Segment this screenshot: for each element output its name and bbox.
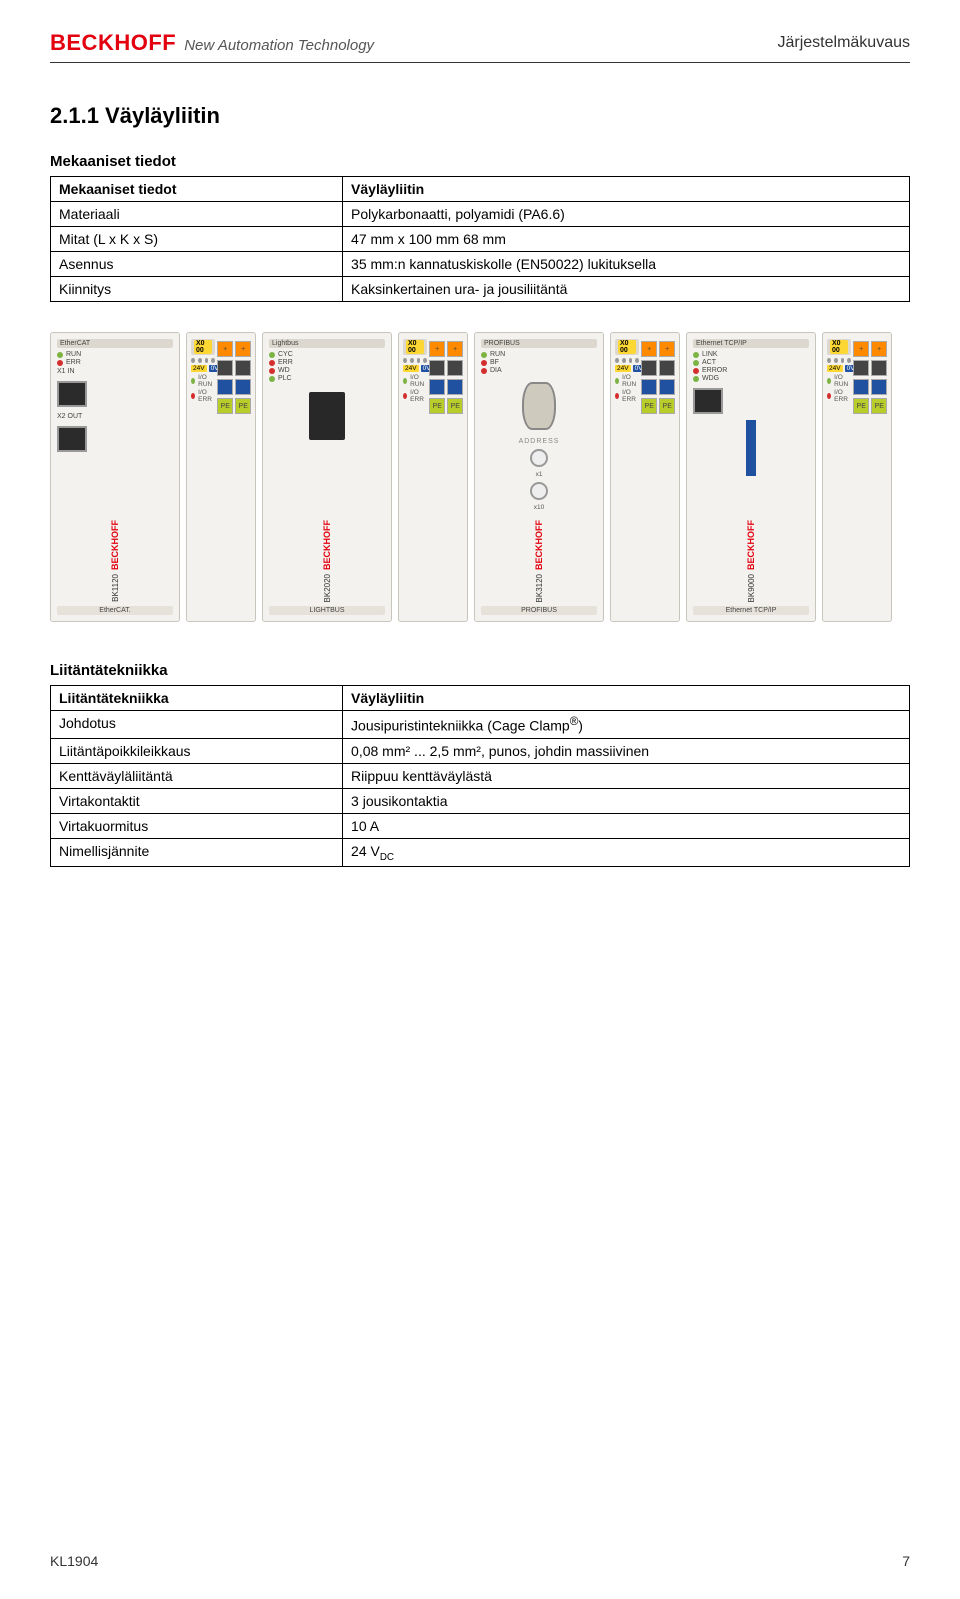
cell: 10 A <box>343 813 910 838</box>
fiber-port-icon <box>309 392 345 440</box>
bus-coupler: Lightbus CYCERRWDPLC BECKHOFF BK2020 LIG… <box>262 332 392 622</box>
table-row: MateriaaliPolykarbonaatti, polyamidi (PA… <box>51 202 910 227</box>
cell: Mitat (L x K x S) <box>51 227 343 252</box>
logo-text: BECKHOFF <box>50 30 176 56</box>
page-footer: KL1904 7 <box>50 1553 910 1569</box>
cell: Jousipuristintekniikka (Cage Clamp®) <box>343 711 910 739</box>
terminal-slice: X0 00 24V0V I/O RUNI/O ERR ++ −− PEPE <box>610 332 680 622</box>
connection-table: Liitäntätekniikka Väyläyliitin JohdotusJ… <box>50 685 910 867</box>
table1-head-left: Mekaaniset tiedot <box>51 177 343 202</box>
dsub-port-icon <box>522 382 556 430</box>
terminal-slice: X0 00 24V0V I/O RUNI/O ERR ++ −− PEPE <box>398 332 468 622</box>
cell: Kenttäväyläliitäntä <box>51 763 343 788</box>
header-chapter: Järjestelmäkuvaus <box>778 34 911 52</box>
table2-head-right: Väyläyliitin <box>343 686 910 711</box>
cell: Polykarbonaatti, polyamidi (PA6.6) <box>343 202 910 227</box>
cell: Materiaali <box>51 202 343 227</box>
cell: Liitäntäpoikkileikkaus <box>51 738 343 763</box>
cell: Johdotus <box>51 711 343 739</box>
cell: Virtakuormitus <box>51 813 343 838</box>
table-row: Virtakontaktit3 jousikontaktia <box>51 788 910 813</box>
table-row: KenttäväyläliitäntäRiippuu kenttäväyläst… <box>51 763 910 788</box>
table2-head-left: Liitäntätekniikka <box>51 686 343 711</box>
bus-coupler: Ethernet TCP/IP LINKACTERRORWDG BECKHOFF… <box>686 332 816 622</box>
table-row: Nimellisjännite24 VDC <box>51 838 910 867</box>
rotary-switch-icon <box>530 482 548 500</box>
table-row: JohdotusJousipuristintekniikka (Cage Cla… <box>51 711 910 739</box>
logo-tagline: New Automation Technology <box>184 37 374 54</box>
table-row: Virtakuormitus10 A <box>51 813 910 838</box>
rj45-port-icon <box>693 388 723 414</box>
cell: Nimellisjännite <box>51 838 343 867</box>
cell: 24 VDC <box>343 838 910 867</box>
page-header: BECKHOFF New Automation Technology Järje… <box>50 30 910 63</box>
table1-head-right: Väyläyliitin <box>343 177 910 202</box>
table-row: Asennus35 mm:n kannatuskiskolle (EN50022… <box>51 252 910 277</box>
cell: Virtakontaktit <box>51 788 343 813</box>
logo-block: BECKHOFF New Automation Technology <box>50 30 374 56</box>
modules-illustration: EtherCAT RUNERR X1 INX2 OUT BECKHOFF BK1… <box>50 332 910 622</box>
bus-coupler: EtherCAT RUNERR X1 INX2 OUT BECKHOFF BK1… <box>50 332 180 622</box>
section-title: 2.1.1 Väyläyliitin <box>50 103 910 129</box>
cell: 0,08 mm² ... 2,5 mm², punos, johdin mass… <box>343 738 910 763</box>
rotary-switch-icon <box>530 449 548 467</box>
rj45-port-icon <box>57 426 87 452</box>
cell: Asennus <box>51 252 343 277</box>
table-row: KiinnitysKaksinkertainen ura- ja jousili… <box>51 277 910 302</box>
dip-switch-icon <box>746 420 756 476</box>
table2-caption: Liitäntätekniikka <box>50 662 910 679</box>
table-row: Liitäntäpoikkileikkaus0,08 mm² ... 2,5 m… <box>51 738 910 763</box>
bus-coupler: PROFIBUS RUNBFDIA ADDRESSx1x10 BECKHOFF … <box>474 332 604 622</box>
footer-left: KL1904 <box>50 1553 98 1569</box>
cell: 47 mm x 100 mm 68 mm <box>343 227 910 252</box>
cell: 35 mm:n kannatuskiskolle (EN50022) lukit… <box>343 252 910 277</box>
mechanical-table: Mekaaniset tiedot Väyläyliitin Materiaal… <box>50 176 910 302</box>
table-row: Mitat (L x K x S)47 mm x 100 mm 68 mm <box>51 227 910 252</box>
cell: 3 jousikontaktia <box>343 788 910 813</box>
table1-caption: Mekaaniset tiedot <box>50 153 910 170</box>
cell: Riippuu kenttäväylästä <box>343 763 910 788</box>
cell: Kaksinkertainen ura- ja jousiliitäntä <box>343 277 910 302</box>
rj45-port-icon <box>57 381 87 407</box>
terminal-slice: X0 00 24V0V I/O RUNI/O ERR ++ −− PEPE <box>822 332 892 622</box>
cell: Kiinnitys <box>51 277 343 302</box>
terminal-slice: X0 00 24V0V I/O RUNI/O ERR ++ −− PEPE <box>186 332 256 622</box>
footer-right: 7 <box>902 1553 910 1569</box>
